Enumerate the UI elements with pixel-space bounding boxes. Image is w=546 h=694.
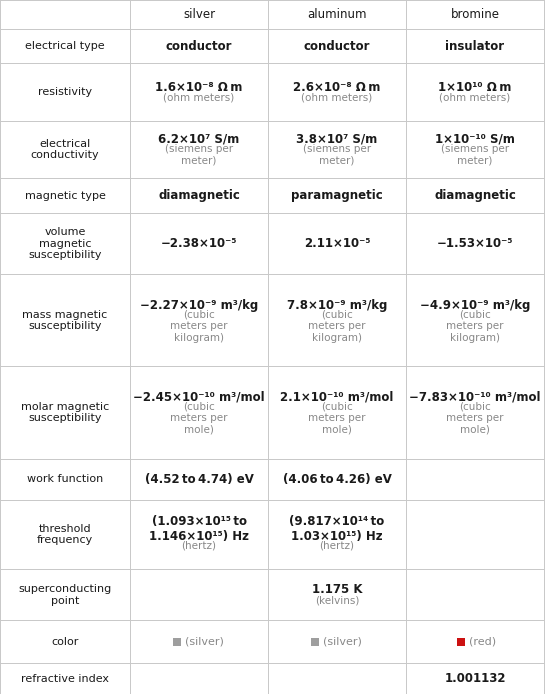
Text: diamagnetic: diamagnetic <box>434 189 516 202</box>
Text: (cubic
meters per
mole): (cubic meters per mole) <box>308 402 366 435</box>
Bar <box>456 638 465 646</box>
Text: superconducting
point: superconducting point <box>19 584 111 605</box>
Text: (kelvins): (kelvins) <box>315 595 359 605</box>
Text: (cubic
meters per
kilogram): (cubic meters per kilogram) <box>446 310 504 343</box>
Text: (cubic
meters per
mole): (cubic meters per mole) <box>446 402 504 435</box>
Text: aluminum: aluminum <box>307 8 367 21</box>
Text: insulator: insulator <box>446 40 505 53</box>
Text: (ohm meters): (ohm meters) <box>301 93 372 103</box>
Text: magnetic type: magnetic type <box>25 191 105 201</box>
Text: 3.8×10⁷ S/m: 3.8×10⁷ S/m <box>296 133 378 146</box>
Text: 1×10⁻¹⁰ S/m: 1×10⁻¹⁰ S/m <box>435 133 515 146</box>
Text: electrical
conductivity: electrical conductivity <box>31 139 99 160</box>
Text: (siemens per
meter): (siemens per meter) <box>303 144 371 166</box>
Text: −2.45×10⁻¹⁰ m³/mol: −2.45×10⁻¹⁰ m³/mol <box>133 391 265 404</box>
Text: (hertz): (hertz) <box>319 541 354 551</box>
Text: color: color <box>51 637 79 647</box>
Text: (siemens per
meter): (siemens per meter) <box>165 144 233 166</box>
Text: (ohm meters): (ohm meters) <box>163 93 235 103</box>
Text: (9.817×10¹⁴ to
1.03×10¹⁵) Hz: (9.817×10¹⁴ to 1.03×10¹⁵) Hz <box>289 515 384 543</box>
Text: resistivity: resistivity <box>38 87 92 97</box>
Text: silver: silver <box>183 8 215 21</box>
Text: (silver): (silver) <box>185 637 224 647</box>
Text: (hertz): (hertz) <box>181 541 217 551</box>
Text: −2.27×10⁻⁹ m³/kg: −2.27×10⁻⁹ m³/kg <box>140 298 258 312</box>
Text: conductor: conductor <box>166 40 232 53</box>
Text: 1.6×10⁻⁸ Ω m: 1.6×10⁻⁸ Ω m <box>155 81 242 94</box>
Text: −4.9×10⁻⁹ m³/kg: −4.9×10⁻⁹ m³/kg <box>420 298 530 312</box>
Text: 6.2×10⁷ S/m: 6.2×10⁷ S/m <box>158 133 240 146</box>
Text: −7.83×10⁻¹⁰ m³/mol: −7.83×10⁻¹⁰ m³/mol <box>410 391 541 404</box>
Text: −1.53×10⁻⁵: −1.53×10⁻⁵ <box>437 237 513 250</box>
Text: (red): (red) <box>468 637 496 647</box>
Text: (cubic
meters per
kilogram): (cubic meters per kilogram) <box>308 310 366 343</box>
Text: (cubic
meters per
mole): (cubic meters per mole) <box>170 402 228 435</box>
Text: paramagnetic: paramagnetic <box>291 189 383 202</box>
Text: 7.8×10⁻⁹ m³/kg: 7.8×10⁻⁹ m³/kg <box>287 298 387 312</box>
Text: 1×10¹⁰ Ω m: 1×10¹⁰ Ω m <box>438 81 512 94</box>
Text: 1.175 K: 1.175 K <box>312 583 362 596</box>
Text: 2.6×10⁻⁸ Ω m: 2.6×10⁻⁸ Ω m <box>293 81 381 94</box>
Bar <box>311 638 319 646</box>
Text: work function: work function <box>27 474 103 484</box>
Text: (1.093×10¹⁵ to
1.146×10¹⁵) Hz: (1.093×10¹⁵ to 1.146×10¹⁵) Hz <box>149 515 249 543</box>
Bar <box>173 638 181 646</box>
Text: 1.001132: 1.001132 <box>444 672 506 685</box>
Text: −2.38×10⁻⁵: −2.38×10⁻⁵ <box>161 237 238 250</box>
Text: (silver): (silver) <box>323 637 362 647</box>
Text: threshold
frequency: threshold frequency <box>37 523 93 545</box>
Text: electrical type: electrical type <box>25 41 105 51</box>
Text: (cubic
meters per
kilogram): (cubic meters per kilogram) <box>170 310 228 343</box>
Text: 2.1×10⁻¹⁰ m³/mol: 2.1×10⁻¹⁰ m³/mol <box>280 391 394 404</box>
Text: (4.52 to 4.74) eV: (4.52 to 4.74) eV <box>145 473 253 486</box>
Text: volume
magnetic
susceptibility: volume magnetic susceptibility <box>28 227 102 260</box>
Text: 2.11×10⁻⁵: 2.11×10⁻⁵ <box>304 237 370 250</box>
Text: bromine: bromine <box>450 8 500 21</box>
Text: conductor: conductor <box>304 40 370 53</box>
Text: (siemens per
meter): (siemens per meter) <box>441 144 509 166</box>
Text: (4.06 to 4.26) eV: (4.06 to 4.26) eV <box>283 473 391 486</box>
Text: (ohm meters): (ohm meters) <box>440 93 511 103</box>
Text: diamagnetic: diamagnetic <box>158 189 240 202</box>
Text: refractive index: refractive index <box>21 674 109 684</box>
Text: mass magnetic
susceptibility: mass magnetic susceptibility <box>22 310 108 331</box>
Text: molar magnetic
susceptibility: molar magnetic susceptibility <box>21 402 109 423</box>
